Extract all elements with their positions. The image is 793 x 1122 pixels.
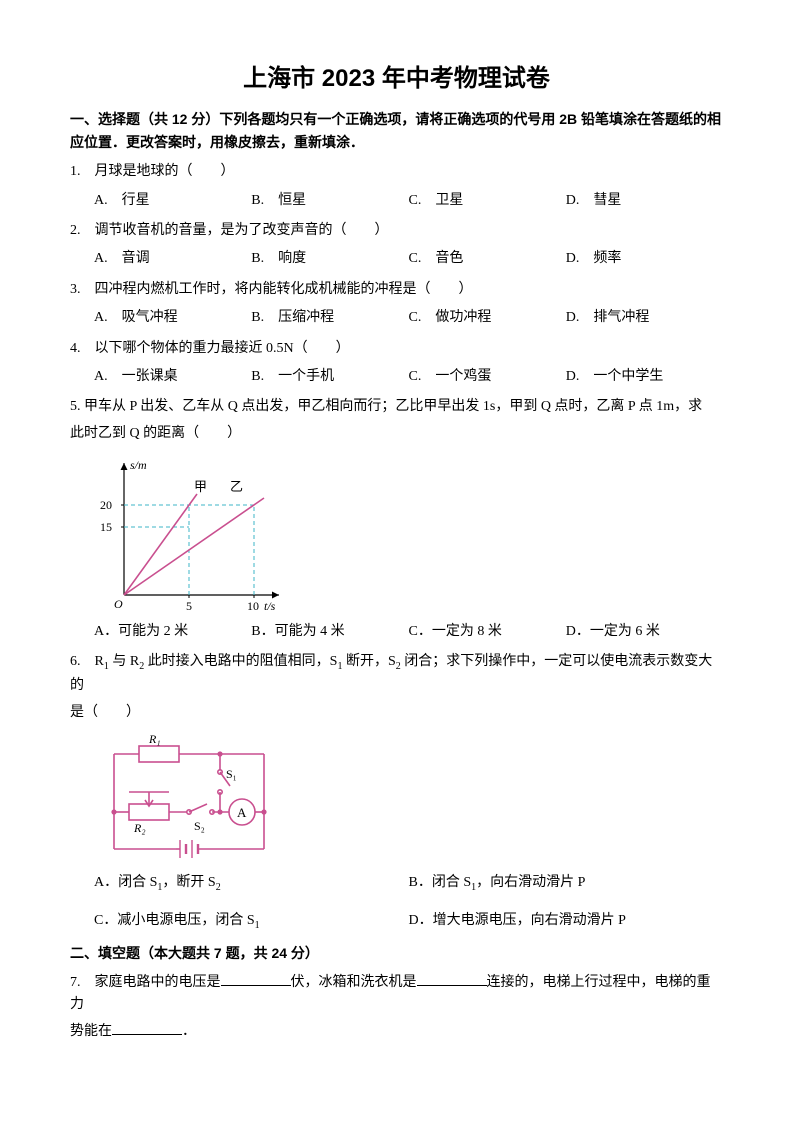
q6-opt-b: B．闭合 S1，向右滑动滑片 P <box>409 872 724 896</box>
ytick-20: 20 <box>100 498 112 512</box>
q6a-s2: 2 <box>216 882 221 893</box>
section2-header: 二、填空题（本大题共 7 题，共 24 分） <box>70 942 723 964</box>
q6b-t1: B．闭合 S <box>409 875 472 890</box>
q7-line2: 势能在 ． <box>70 1021 723 1043</box>
q5-opt-a: A．可能为 2 米 <box>94 621 251 643</box>
y-axis-label: s/m <box>130 458 147 472</box>
q1-stem: 1. 月球是地球的（ ） <box>70 161 723 183</box>
q2-opt-c: C. 音色 <box>409 248 566 270</box>
page-title: 上海市 2023 年中考物理试卷 <box>70 60 723 98</box>
q4-opt-a: A. 一张课桌 <box>94 366 251 388</box>
q7-line1: 7. 家庭电路中的电压是伏，冰箱和洗衣机是连接的，电梯上行过程中，电梯的重力 <box>70 972 723 1017</box>
q7-p2a: 势能在 <box>70 1024 112 1039</box>
q6-t4: 断开，S <box>342 654 395 669</box>
q7-p1b: 伏，冰箱和洗衣机是 <box>291 975 417 990</box>
q5-opt-c: C．一定为 8 米 <box>409 621 566 643</box>
q6-t1: 6. R <box>70 654 104 669</box>
q6-stem2: 是（ ） <box>70 702 723 724</box>
q3-options: A. 吸气冲程 B. 压缩冲程 C. 做功冲程 D. 排气冲程 <box>70 307 723 329</box>
label-r1: R₁ <box>148 734 161 746</box>
q3-stem: 3. 四冲程内燃机工作时，将内能转化成机械能的冲程是（ ） <box>70 279 723 301</box>
q6-options: A．闭合 S1，断开 S2 B．闭合 S1，向右滑动滑片 P C．减小电源电压，… <box>70 872 723 934</box>
q2-options: A. 音调 B. 响度 C. 音色 D. 频率 <box>70 248 723 270</box>
q7-blank1 <box>221 972 291 986</box>
line1-label: 甲 <box>194 479 207 494</box>
q4-opt-b: B. 一个手机 <box>251 366 408 388</box>
ytick-15: 15 <box>100 520 112 534</box>
q6-stem1: 6. R1 与 R2 此时接入电路中的阻值相同，S1 断开，S2 闭合；求下列操… <box>70 651 723 697</box>
q1-opt-d: D. 彗星 <box>566 190 723 212</box>
q6c-s1: 1 <box>255 920 260 931</box>
q7-blank3 <box>112 1021 182 1035</box>
q3-opt-d: D. 排气冲程 <box>566 307 723 329</box>
q7-blank2 <box>417 972 487 986</box>
q6a-t1: A．闭合 S <box>94 875 157 890</box>
section1-header: 一、选择题（共 12 分）下列各题均只有一个正确选项，请将正确选项的代号用 2B… <box>70 108 723 153</box>
xtick-10: 10 <box>247 599 259 613</box>
q2-stem: 2. 调节收音机的音量，是为了改变声音的（ ） <box>70 220 723 242</box>
q3-opt-a: A. 吸气冲程 <box>94 307 251 329</box>
q1-opt-c: C. 卫星 <box>409 190 566 212</box>
q6-opt-a: A．闭合 S1，断开 S2 <box>94 872 409 896</box>
q3-opt-c: C. 做功冲程 <box>409 307 566 329</box>
q4-opt-d: D. 一个中学生 <box>566 366 723 388</box>
origin-label: O <box>114 597 123 611</box>
q6-opt-d: D．增大电源电压，向右滑动滑片 P <box>409 910 724 934</box>
q6-t3: 此时接入电路中的阻值相同，S <box>144 654 337 669</box>
q6a-t2: ，断开 S <box>162 875 215 890</box>
q1-opt-a: A. 行星 <box>94 190 251 212</box>
q6-t2: 与 R <box>109 654 139 669</box>
q7-p2b: ． <box>182 1024 196 1039</box>
q6c-t1: C．减小电源电压，闭合 S <box>94 913 255 928</box>
label-r2: R₂ <box>133 821 146 835</box>
q4-opt-c: C. 一个鸡蛋 <box>409 366 566 388</box>
q6-opt-c: C．减小电源电压，闭合 S1 <box>94 910 409 934</box>
q5-opt-d: D．一定为 6 米 <box>566 621 723 643</box>
label-s2: S₂ <box>194 819 205 833</box>
q2-opt-d: D. 频率 <box>566 248 723 270</box>
q6b-t2: ，向右滑动滑片 P <box>476 875 585 890</box>
q3-opt-b: B. 压缩冲程 <box>251 307 408 329</box>
q7-p1a: 7. 家庭电路中的电压是 <box>70 975 221 990</box>
q5-chart: 20 15 5 10 s/m t/s O 甲 乙 <box>94 455 723 615</box>
q5-stem2: 此时乙到 Q 的距离（ ） <box>70 423 723 445</box>
label-s1: S₁ <box>226 767 237 781</box>
line2-label: 乙 <box>230 479 243 494</box>
q5-stem1: 5. 甲车从 P 出发、乙车从 Q 点出发，甲乙相向而行；乙比甲早出发 1s，甲… <box>70 396 723 418</box>
q1-opt-b: B. 恒星 <box>251 190 408 212</box>
x-axis-label: t/s <box>264 599 276 613</box>
q1-options: A. 行星 B. 恒星 C. 卫星 D. 彗星 <box>70 190 723 212</box>
q5-opt-b: B．可能为 4 米 <box>251 621 408 643</box>
q6-circuit: R₁ R₂ S₁ S₂ A <box>94 734 723 864</box>
xtick-5: 5 <box>186 599 192 613</box>
q4-stem: 4. 以下哪个物体的重力最接近 0.5N（ ） <box>70 338 723 360</box>
q4-options: A. 一张课桌 B. 一个手机 C. 一个鸡蛋 D. 一个中学生 <box>70 366 723 388</box>
q2-opt-a: A. 音调 <box>94 248 251 270</box>
q5-options: A．可能为 2 米 B．可能为 4 米 C．一定为 8 米 D．一定为 6 米 <box>70 621 723 643</box>
q2-opt-b: B. 响度 <box>251 248 408 270</box>
label-ammeter: A <box>237 805 247 820</box>
